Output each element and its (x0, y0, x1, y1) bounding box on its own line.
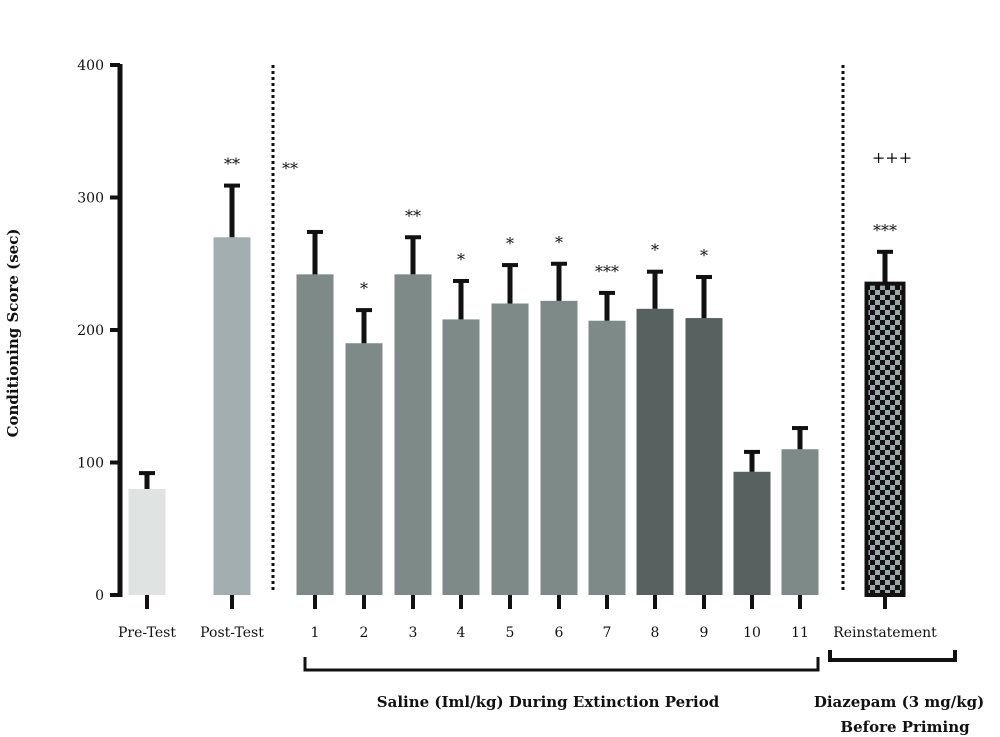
annotation-divider-stars: ** (282, 159, 298, 178)
y-axis: 0 100 200 300 400 (77, 58, 123, 604)
x-tick-label: 9 (700, 625, 709, 641)
bar (345, 343, 383, 595)
saline-bracket (303, 657, 820, 672)
y-axis-title: Conditioning Score (sec) (4, 229, 22, 438)
bar (588, 320, 626, 595)
significance-label: * (457, 250, 465, 269)
x-tick-label: 7 (603, 625, 612, 641)
bar-series (128, 183, 906, 597)
bar (213, 237, 251, 595)
x-tick-label: 3 (409, 625, 418, 641)
diazepam-bracket (828, 650, 957, 662)
significance-label: * (651, 241, 659, 260)
significance-label: *** (595, 262, 619, 281)
x-tick-label: 2 (360, 625, 369, 641)
bar (733, 471, 771, 595)
bar (296, 274, 334, 595)
significance-label: * (555, 233, 563, 252)
bar (685, 318, 723, 595)
x-tick-label: 5 (506, 625, 515, 641)
x-axis: Pre-Test Post-Test 1 2 3 4 5 6 7 8 9 10 11 Reinstatem… (118, 595, 937, 641)
significance-label: ** (224, 155, 240, 174)
bar (781, 449, 819, 595)
y-tick-label: 0 (95, 588, 104, 604)
bar (394, 274, 432, 595)
significance-label: * (700, 246, 708, 265)
x-tick-label: 8 (651, 625, 660, 641)
y-tick-label: 400 (77, 58, 104, 74)
y-tick-label: 300 (77, 191, 104, 207)
diazepam-group-label-line1: Diazepam (3 mg/kg) (814, 693, 984, 711)
x-tick-label: 4 (457, 625, 466, 641)
x-tick-label: Post-Test (200, 625, 264, 641)
annotation-plus: +++ (872, 148, 912, 167)
x-tick-label: Pre-Test (118, 625, 176, 641)
x-tick-label: Reinstatement (833, 625, 937, 641)
bar (864, 281, 906, 597)
bar (491, 303, 529, 595)
bar (636, 308, 674, 595)
bar (540, 300, 578, 595)
x-tick-label: 1 (311, 625, 320, 641)
x-tick-label: 6 (555, 625, 564, 641)
significance-label: * (506, 234, 514, 253)
bar (128, 489, 166, 595)
bar (442, 319, 480, 595)
y-tick-label: 200 (77, 323, 104, 339)
group-brackets: Saline (Iml/kg) During Extinction Period… (303, 650, 984, 736)
saline-group-label: Saline (Iml/kg) During Extinction Period (377, 693, 720, 711)
significance-label: * (360, 279, 368, 298)
y-tick-label: 100 (77, 456, 104, 472)
diazepam-group-label-line2: Before Priming (840, 718, 970, 736)
significance-label: *** (873, 221, 897, 240)
annotations: ******* ***** ******+++ (224, 148, 912, 298)
x-tick-label: 10 (743, 625, 761, 641)
significance-label: ** (405, 206, 421, 225)
x-tick-label: 11 (791, 625, 809, 641)
